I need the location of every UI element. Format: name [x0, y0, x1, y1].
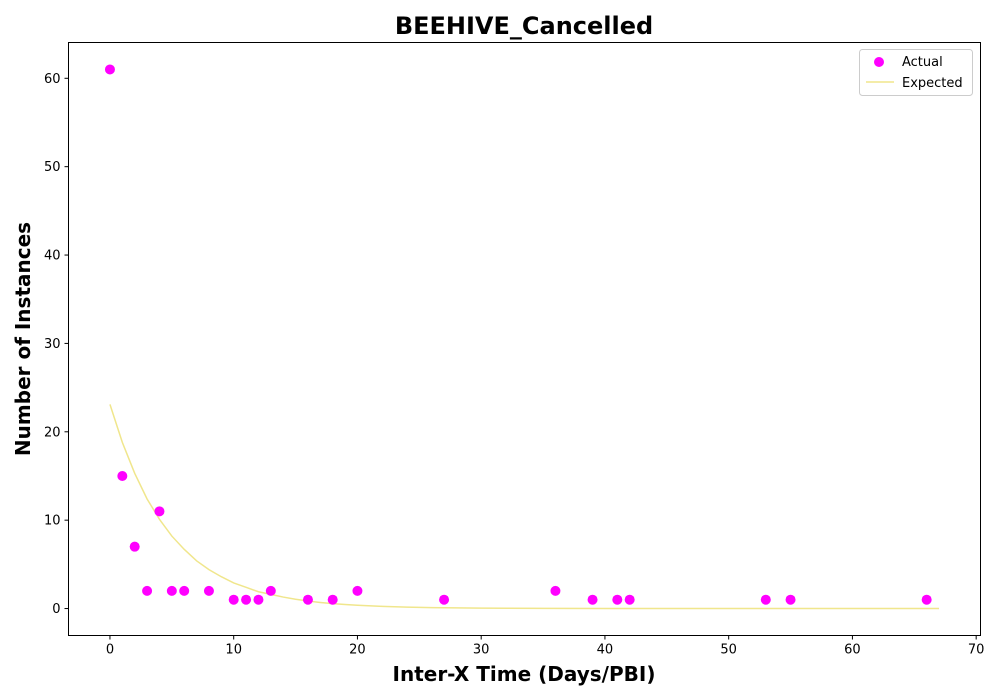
x-axis: 0 10 20 30 40 50 60 70: [106, 635, 985, 658]
plot-area: [104, 64, 940, 610]
legend-actual-marker: [874, 57, 884, 67]
y-tick-label: 30: [44, 337, 61, 352]
actual-data-point: [166, 585, 177, 596]
actual-data-point: [228, 594, 239, 605]
actual-data-point: [179, 585, 190, 596]
actual-data-point: [550, 585, 561, 596]
x-tick-label: 50: [720, 643, 737, 658]
y-tick-label: 10: [44, 514, 61, 529]
x-tick-label: 0: [106, 643, 114, 658]
legend-actual-label: Actual: [902, 55, 943, 70]
y-tick-label: 40: [44, 249, 61, 264]
x-tick-label: 10: [225, 643, 242, 658]
actual-data-point: [327, 594, 338, 605]
x-tick-label: 40: [597, 643, 614, 658]
actual-data-point: [612, 594, 623, 605]
actual-data-point: [129, 541, 140, 552]
y-axis: 0 10 20 30 40 50 60: [44, 72, 69, 617]
actual-data-point: [439, 594, 450, 605]
actual-data-point: [352, 585, 363, 596]
actual-data-point: [624, 594, 635, 605]
chart-title: BEEHIVE_Cancelled: [395, 12, 653, 40]
legend: Actual Expected: [859, 49, 973, 96]
x-axis-label: Inter-X Time (Days/PBI): [393, 662, 656, 686]
actual-data-point: [117, 470, 128, 481]
y-tick-label: 60: [44, 72, 61, 87]
actual-data-point: [104, 64, 115, 75]
actual-data-point: [785, 594, 796, 605]
x-tick-label: 60: [844, 643, 861, 658]
legend-expected-label: Expected: [902, 76, 963, 91]
actual-data-point: [241, 594, 252, 605]
y-tick-label: 0: [52, 602, 60, 617]
y-axis-label: Number of Instances: [11, 222, 35, 456]
legend-box: [859, 49, 973, 96]
y-tick-label: 50: [44, 160, 61, 175]
plot-frame: [68, 42, 981, 636]
actual-data-point: [154, 506, 165, 517]
actual-data-point: [142, 585, 153, 596]
y-tick-label: 20: [44, 425, 61, 440]
actual-data-point: [265, 585, 276, 596]
actual-data-point: [587, 594, 598, 605]
x-tick-label: 20: [349, 643, 366, 658]
x-tick-label: 70: [968, 643, 985, 658]
x-tick-label: 30: [473, 643, 490, 658]
actual-data-point: [302, 594, 313, 605]
actual-data-point: [203, 585, 214, 596]
actual-data-point: [921, 594, 932, 605]
actual-data-point: [760, 594, 771, 605]
actual-data-point: [253, 594, 264, 605]
